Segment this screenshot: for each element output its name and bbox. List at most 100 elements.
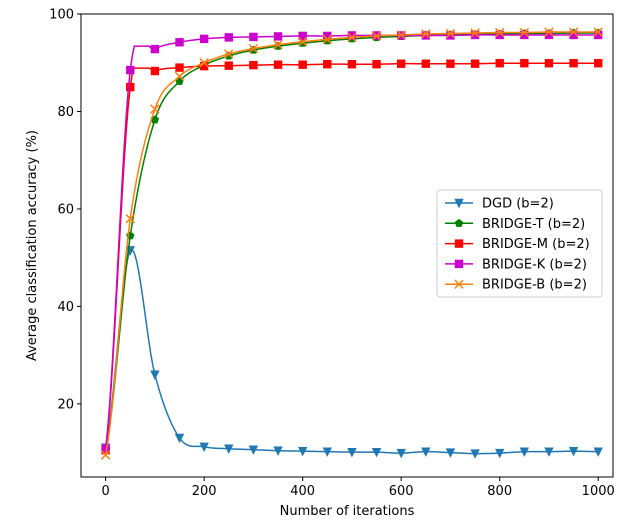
data-point xyxy=(248,445,259,455)
data-point xyxy=(569,59,578,68)
marker-stroke xyxy=(454,279,464,289)
data-point xyxy=(470,59,480,68)
data-point xyxy=(125,213,135,224)
data-point xyxy=(101,444,110,453)
data-point xyxy=(519,447,530,457)
x-tick-label: 0 xyxy=(101,484,109,499)
series-1 xyxy=(100,246,603,459)
legend-entry: DGD (b=2) xyxy=(445,197,554,212)
marker-stroke xyxy=(224,49,234,59)
data-point xyxy=(347,31,357,40)
data-point xyxy=(544,59,554,68)
data-point xyxy=(544,27,554,37)
data-point xyxy=(421,447,431,457)
data-point xyxy=(273,32,283,41)
marker-stroke xyxy=(494,27,505,38)
data-point xyxy=(544,30,554,40)
legend-marker xyxy=(454,218,464,227)
data-point xyxy=(396,59,406,68)
marker-stroke xyxy=(100,450,111,460)
data-point xyxy=(396,30,406,40)
data-point xyxy=(297,37,308,47)
x-tick-label: 200 xyxy=(192,484,217,499)
marker-stroke xyxy=(273,39,283,50)
marker-stroke xyxy=(445,28,456,39)
marker-stroke xyxy=(568,27,579,37)
data-point xyxy=(495,59,504,68)
legend-entry: BRIDGE-M (b=2) xyxy=(445,237,590,252)
legend-label: BRIDGE-M (b=2) xyxy=(482,237,590,252)
legend-entry: BRIDGE-B (b=2) xyxy=(445,278,587,293)
series-3 xyxy=(101,59,603,455)
data-point xyxy=(445,448,456,458)
data-point xyxy=(273,39,283,50)
data-point xyxy=(470,30,480,40)
marker-stroke xyxy=(347,32,357,43)
data-point xyxy=(396,448,406,459)
marker-stroke xyxy=(371,31,382,41)
data-point xyxy=(544,447,554,457)
data-point xyxy=(298,60,307,69)
x-tick-label: 600 xyxy=(389,484,414,499)
marker-stroke xyxy=(248,43,259,54)
data-point xyxy=(323,59,332,69)
data-point xyxy=(371,447,382,458)
data-point xyxy=(347,59,357,69)
legend-marker xyxy=(454,239,464,248)
data-point xyxy=(297,446,308,457)
legend-label: BRIDGE-B (b=2) xyxy=(482,278,587,293)
legend-marker xyxy=(454,198,464,209)
x-tick-label: 400 xyxy=(290,484,315,499)
legend-marker xyxy=(454,279,464,289)
data-point xyxy=(520,30,529,40)
data-point xyxy=(199,442,209,452)
data-point xyxy=(421,31,431,40)
data-point xyxy=(569,30,578,40)
data-point xyxy=(568,27,579,37)
marker-stroke xyxy=(396,30,406,40)
data-point xyxy=(446,31,455,40)
data-point xyxy=(199,61,209,71)
data-point xyxy=(150,104,160,114)
data-point xyxy=(495,448,505,459)
data-point xyxy=(224,444,234,454)
data-point xyxy=(421,59,431,68)
y-tick-label: 40 xyxy=(57,300,74,315)
legend-box xyxy=(436,189,603,298)
plot-frame xyxy=(80,13,614,478)
data-point xyxy=(593,447,603,457)
data-point xyxy=(520,59,529,68)
marker-stroke xyxy=(544,27,554,37)
data-point xyxy=(175,63,184,72)
data-point xyxy=(126,65,135,75)
data-point xyxy=(199,34,209,44)
data-point xyxy=(224,33,233,42)
data-point xyxy=(150,66,160,76)
data-point xyxy=(421,29,431,39)
legend-marker xyxy=(454,259,464,269)
marker-stroke xyxy=(470,28,480,38)
data-point xyxy=(593,27,603,37)
plot-area xyxy=(100,27,603,460)
series-5 xyxy=(100,27,603,460)
x-axis-title: Number of iterations xyxy=(280,504,415,519)
y-tick-label: 20 xyxy=(57,397,74,412)
data-point xyxy=(248,43,259,54)
data-point xyxy=(594,59,603,68)
data-point xyxy=(347,32,357,43)
axes: 0 200 400 600 800 1000 20 40 60 80 100 xyxy=(49,8,615,500)
data-point xyxy=(519,27,530,38)
data-point xyxy=(347,447,357,458)
marker-stroke xyxy=(519,27,530,38)
data-point xyxy=(174,433,185,444)
data-point xyxy=(323,31,332,41)
data-point xyxy=(249,32,258,42)
legend-label: DGD (b=2) xyxy=(482,197,554,212)
data-point xyxy=(273,446,283,456)
data-point xyxy=(174,71,185,82)
marker-stroke xyxy=(297,37,308,47)
data-point xyxy=(100,450,111,460)
data-point xyxy=(224,61,233,70)
data-point xyxy=(446,59,455,68)
